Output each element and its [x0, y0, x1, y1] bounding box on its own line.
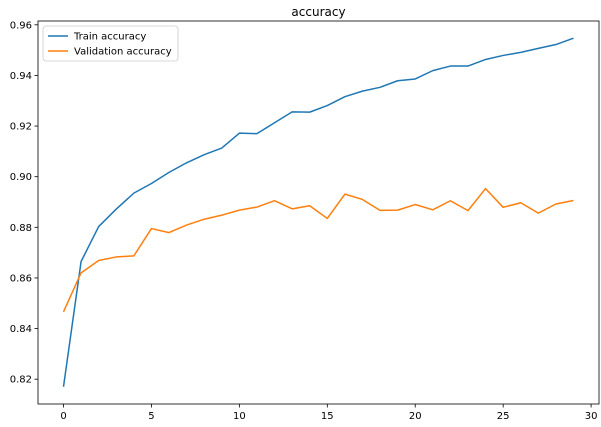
- y-tick-label: 0.88: [10, 223, 32, 234]
- y-tick-label: 0.90: [10, 172, 32, 183]
- x-tick-label: 5: [148, 411, 154, 422]
- legend-label: Train accuracy: [73, 32, 146, 43]
- legend-label: Validation accuracy: [74, 47, 172, 58]
- x-tick-label: 0: [60, 411, 66, 422]
- y-tick-label: 0.92: [10, 122, 32, 133]
- chart-title: accuracy: [291, 5, 345, 19]
- y-tick-label: 0.82: [10, 375, 32, 386]
- x-tick-label: 10: [233, 411, 246, 422]
- y-tick-label: 0.94: [10, 71, 32, 82]
- x-tick-label: 25: [497, 411, 510, 422]
- plot-area: 0 5 10 15 20 25 30 0.82 0.84 0.86 0.88 0.90 0.92 0.94…: [10, 20, 598, 422]
- legend: Train accuracy Validation accuracy: [42, 25, 179, 62]
- legend-box: [42, 25, 179, 62]
- x-tick-label: 15: [321, 411, 334, 422]
- y-tick-label: 0.96: [10, 20, 32, 31]
- x-tick-label: 30: [585, 411, 598, 422]
- axes-frame: [37, 20, 600, 405]
- y-tick-label: 0.86: [10, 273, 32, 284]
- series-line-train-accuracy: [62, 37, 574, 387]
- x-tick-label: 20: [409, 411, 422, 422]
- series-line-validation-accuracy: [62, 187, 574, 313]
- y-tick-label: 0.84: [10, 324, 32, 335]
